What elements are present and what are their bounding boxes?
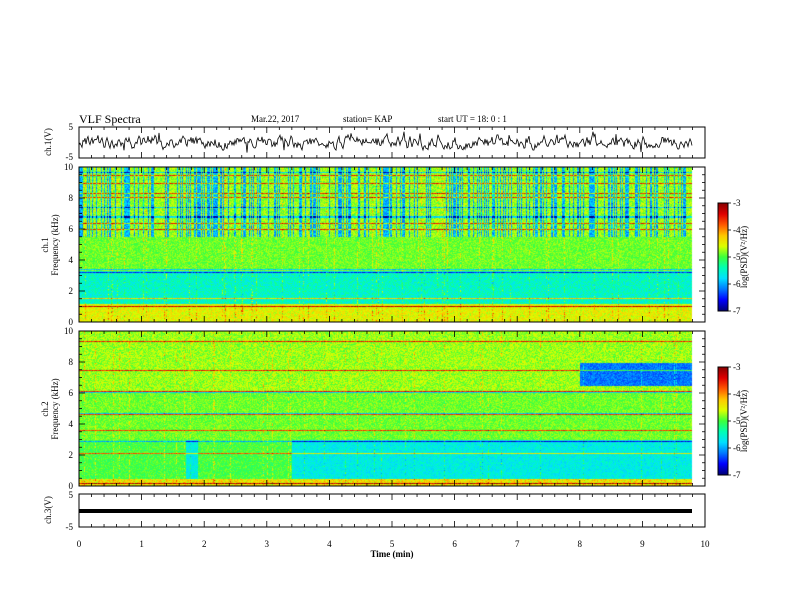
colorbar-tick-label: -5 [733, 416, 741, 426]
colorbar-tick-label: -6 [733, 279, 741, 289]
y-tick-label: 6 [69, 388, 74, 398]
y-tick-label: 8 [69, 357, 74, 367]
time-axis-label: Time (min) [370, 549, 413, 559]
x-tick-label: 2 [202, 539, 207, 549]
y-tick-label: 10 [64, 162, 74, 172]
x-tick-label: 1 [139, 539, 144, 549]
ch1-ytick-top: 5 [69, 122, 74, 132]
ch2-colorbar: -3 -4 -5 -6 -7 log(PSD)(V²/Hz) [717, 362, 749, 480]
ch1-waveform-xticks [78, 127, 706, 158]
ch2-channel-label: ch.2 [40, 401, 50, 416]
ch2-frequency-yticks: 0 2 4 6 8 10 [64, 326, 705, 491]
ch1-waveform-panel: 5 -5 ch.1(V) [43, 122, 706, 162]
ch2-spectrogram-panel: 0 2 4 6 8 10 ch.2 Frequency (kHz) [40, 326, 706, 491]
y-tick-label: 4 [69, 419, 74, 429]
start-time-label: start UT = 18: 0 : 1 [438, 114, 507, 124]
colorbar-tick-label: -7 [733, 306, 741, 316]
station-label: station= KAP [343, 114, 392, 124]
ch3-waveform-xticks [78, 494, 706, 527]
ch3-waveform-panel: 5 -5 ch.3(V) [43, 490, 706, 532]
ch2-colorbar-label: log(PSD)(V²/Hz) [739, 390, 749, 452]
figure-title: VLF Spectra [79, 112, 141, 126]
time-axis-tick-labels: 0 1 2 3 4 5 6 7 8 9 10 [77, 539, 710, 549]
ch3-ytick-bottom: -5 [66, 522, 74, 532]
ch1-frequency-yticks: 0 2 4 6 8 10 [64, 162, 705, 327]
y-tick-label: 4 [69, 255, 74, 265]
colorbar-tick-label: -7 [733, 470, 741, 480]
x-tick-label: 10 [701, 539, 711, 549]
ch1-frequency-axis-label: Frequency (kHz) [50, 214, 60, 275]
x-tick-label: 7 [515, 539, 520, 549]
colorbar-tick-label: -5 [733, 252, 741, 262]
y-tick-label: 10 [64, 326, 74, 336]
ch1-channel-label: ch.1 [40, 237, 50, 252]
colorbar-tick-label: -3 [733, 362, 741, 372]
ch1-colorbar: -3 -4 -5 -6 -7 log(PSD)(V²/Hz) [717, 198, 749, 316]
y-tick-label: 0 [69, 317, 74, 327]
ch1-spectrogram-panel: 0 2 4 6 8 10 ch.1 Frequency (kHz) [40, 162, 706, 327]
y-tick-label: 6 [69, 224, 74, 234]
ch2-spectrogram-image [79, 331, 705, 486]
colorbar-tick-label: -4 [733, 225, 741, 235]
date-label: Mar.22, 2017 [251, 114, 300, 124]
x-tick-label: 5 [390, 539, 395, 549]
x-tick-label: 8 [578, 539, 583, 549]
x-tick-label: 4 [327, 539, 332, 549]
ch3-voltage-label: ch.3(V) [43, 496, 53, 524]
colorbar-tick-label: -6 [733, 443, 741, 453]
y-tick-label: 8 [69, 193, 74, 203]
x-tick-label: 0 [77, 539, 82, 549]
ch2-spectrogram-xticks [78, 331, 706, 486]
x-tick-label: 3 [265, 539, 270, 549]
colorbar-tick-label: -3 [733, 198, 741, 208]
ch3-ytick-top: 5 [69, 490, 74, 500]
y-tick-label: 2 [69, 286, 74, 296]
ch1-colorbar-ticks: -3 -4 -5 -6 -7 [728, 198, 741, 316]
ch1-colorbar-label: log(PSD)(V²/Hz) [739, 226, 749, 288]
ch2-frequency-axis-label: Frequency (kHz) [50, 378, 60, 439]
ch2-colorbar-gradient [718, 367, 728, 475]
ch1-colorbar-gradient [718, 203, 728, 311]
ch1-ytick-bottom: -5 [66, 152, 74, 162]
colorbar-tick-label: -4 [733, 389, 741, 399]
ch1-voltage-label: ch.1(V) [43, 128, 53, 156]
ch1-spectrogram-xticks [78, 167, 706, 322]
x-tick-label: 9 [640, 539, 645, 549]
y-tick-label: 0 [69, 481, 74, 491]
y-tick-label: 2 [69, 450, 74, 460]
ch1-waveform-line [78, 131, 693, 153]
ch1-spectrogram-image [79, 167, 705, 322]
x-tick-label: 6 [452, 539, 457, 549]
ch2-colorbar-ticks: -3 -4 -5 -6 -7 [728, 362, 741, 480]
